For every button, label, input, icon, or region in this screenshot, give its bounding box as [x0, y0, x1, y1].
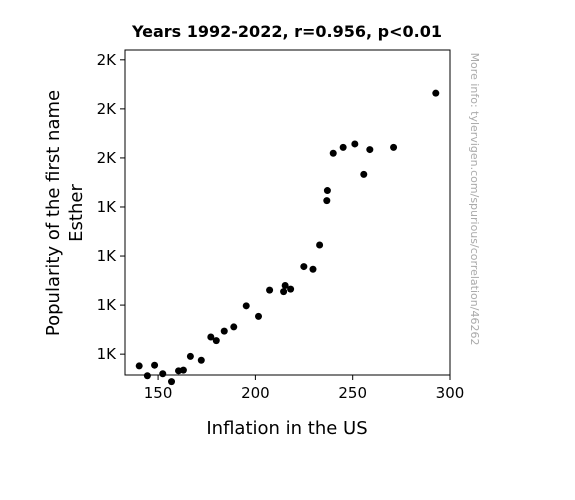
data-point	[366, 146, 374, 154]
watermark-text: More info: tylervigen.com/spurious/corre…	[468, 53, 481, 346]
y-tick-label: 2K	[97, 51, 118, 69]
y-axis-label-line-2: Esther	[66, 184, 87, 242]
data-point	[432, 89, 440, 97]
x-tick-label: 150	[144, 384, 173, 402]
data-point	[281, 281, 289, 289]
data-point	[143, 372, 151, 380]
data-point	[351, 140, 359, 148]
data-point	[309, 265, 317, 273]
data-point	[329, 149, 337, 157]
data-point	[266, 286, 274, 294]
data-points	[135, 89, 440, 386]
x-axis: 150 200 250 300	[144, 375, 465, 402]
data-point	[390, 143, 398, 151]
data-point	[339, 143, 347, 151]
data-point	[230, 323, 238, 331]
x-axis-label: Inflation in the US	[206, 418, 367, 439]
data-point	[159, 370, 167, 378]
data-point	[197, 356, 205, 364]
data-point	[360, 170, 368, 178]
data-point	[151, 361, 159, 369]
data-point	[168, 378, 176, 386]
data-point	[207, 333, 215, 341]
data-point	[220, 327, 228, 335]
data-point	[323, 197, 331, 205]
y-tick-label: 2K	[97, 100, 118, 118]
plot-frame	[124, 49, 451, 376]
y-tick-label: 1K	[97, 345, 118, 363]
data-point	[179, 366, 187, 374]
data-point	[323, 187, 331, 195]
data-point	[186, 352, 194, 360]
x-tick-label: 250	[338, 384, 367, 402]
data-point	[316, 241, 324, 249]
data-point	[135, 362, 143, 370]
y-tick-label: 1K	[97, 198, 118, 216]
y-tick-label: 2K	[97, 149, 118, 167]
x-tick-label: 200	[241, 384, 270, 402]
data-point	[212, 337, 220, 345]
chart-title: Years 1992-2022, r=0.956, p<0.01	[131, 22, 442, 41]
x-tick-label: 300	[436, 384, 465, 402]
data-point	[280, 288, 288, 296]
data-point	[242, 302, 250, 310]
y-axis-label-line-1: Popularity of the first name	[43, 90, 64, 336]
y-axis: 1K 1K 1K 1K 2K 2K 2K	[97, 51, 125, 363]
data-point	[287, 285, 295, 293]
data-point	[255, 312, 263, 320]
data-point	[300, 263, 308, 271]
y-tick-label: 1K	[97, 296, 118, 314]
y-tick-label: 1K	[97, 247, 118, 265]
